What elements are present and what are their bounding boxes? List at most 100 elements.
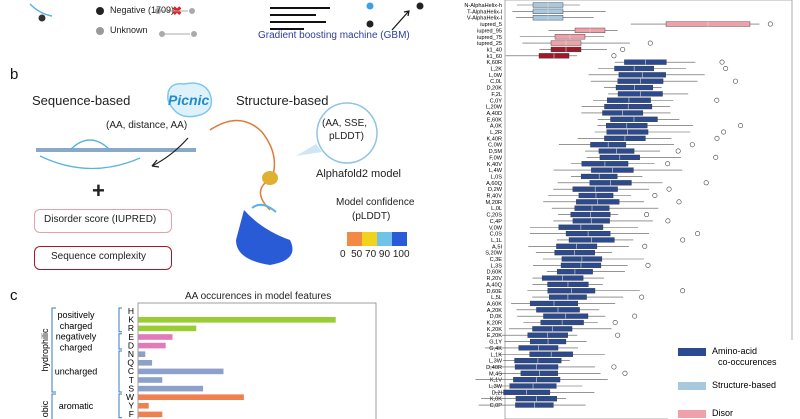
tick-label: H <box>128 306 134 316</box>
outlier <box>644 212 650 218</box>
plus-sign: + <box>92 178 105 203</box>
node-dot <box>191 31 197 37</box>
tick-label: Q <box>127 358 134 368</box>
tick-label: L,0W <box>489 73 503 79</box>
logo-text: Picnic <box>168 92 210 108</box>
complexity-box-label: Sequence complexity <box>51 251 147 262</box>
outlier <box>615 332 621 338</box>
tick-label: A,20K <box>487 308 503 314</box>
outlier <box>611 53 617 59</box>
tick-label: D,2W <box>488 187 503 193</box>
outlier <box>632 313 638 319</box>
group-label: positively <box>57 310 95 320</box>
tick-label: iupred_75 <box>477 35 502 41</box>
outer-bracket <box>51 393 56 419</box>
legend-label: Amino-acid <box>712 346 757 356</box>
tick-label: R,20V <box>486 276 502 282</box>
outlier <box>639 294 645 300</box>
outlier <box>676 199 682 205</box>
aa-occurrence-chart: HKREDNQCTSWYFPpositivelychargednegativel… <box>40 302 377 419</box>
colorbar-segment <box>347 232 362 246</box>
confidence-title-2: (pLDDT) <box>352 211 391 222</box>
tick-label: iupred_25 <box>477 41 502 47</box>
outlier <box>666 186 672 192</box>
negative-dot <box>96 7 104 15</box>
legend-unknown: Unknown <box>110 25 148 35</box>
tick-label: L,2K <box>490 67 502 73</box>
legend-label: Disor <box>712 408 733 418</box>
tick-label: A,40Q <box>486 282 503 288</box>
picnic-logo-graphic <box>167 82 213 118</box>
outlier <box>680 288 686 294</box>
tick-label: iupred_95 <box>477 28 502 34</box>
legend-swatch <box>678 348 706 356</box>
tick-label: C,0W <box>488 143 503 149</box>
feature-bubble <box>316 102 378 164</box>
unknown-dot <box>96 27 104 35</box>
tick-label: L,0L <box>491 206 502 212</box>
tick-label: G,4K <box>489 346 502 352</box>
tick-label: G,1Y <box>489 340 502 346</box>
tick-label: P <box>128 418 134 419</box>
legend-swatch <box>678 410 706 418</box>
outlier <box>719 59 725 65</box>
colorbar-segment <box>392 232 407 246</box>
bar <box>138 394 244 400</box>
structure-title: Structure-based <box>236 93 329 108</box>
tick-label: R,40V <box>486 194 502 200</box>
tick-label: S <box>128 383 134 393</box>
outlier <box>714 97 720 103</box>
tick-label: T-AlphaHelix-l <box>467 9 502 15</box>
bar <box>138 368 224 375</box>
outer-bracket <box>51 307 56 393</box>
feature-importance-boxplot: N-AlphaHelix-hT-AlphaHelix-lV-AlphaHelix… <box>464 0 800 419</box>
outer-label-hydrophobic: obic <box>40 400 50 417</box>
panel-b: b Sequence-based Structure-based Picnic … <box>0 60 440 285</box>
tick-label: V-AlphaHelix-l <box>467 16 502 22</box>
panel-a-graphics: ✖ <box>29 2 424 37</box>
tick-label: D,0K <box>490 314 503 320</box>
tick-label: C,0P <box>490 403 503 409</box>
tick-label: S,20W <box>485 251 503 257</box>
tick-label: C,4P <box>490 219 503 225</box>
panel-a-fragment: ✖ Negative (1709) Unknown Gradient boost… <box>0 0 440 60</box>
group-label: charged <box>60 321 93 331</box>
bar <box>138 385 204 392</box>
bar <box>138 317 336 323</box>
panel-b-label: b <box>10 66 19 83</box>
tick-label: L,1K <box>490 352 502 358</box>
picnic-logo: Picnic <box>160 78 218 122</box>
group-label: charged <box>60 342 93 352</box>
gbm-node-dot <box>366 2 374 10</box>
tick-label: k1_40 <box>487 47 502 53</box>
tick-label: R <box>128 323 134 333</box>
chart-title: AA occurences in model features <box>185 291 332 302</box>
tick-label: N-AlphaHelix-h <box>464 3 502 9</box>
outlier <box>713 154 719 160</box>
tick-label: k1_60 <box>487 54 502 60</box>
tick-label: C,0Y <box>490 98 503 104</box>
node-dot <box>38 14 46 22</box>
arrow-stub <box>29 3 53 17</box>
group-label: aromatic <box>59 401 94 411</box>
tick-label: A,5I <box>492 244 502 250</box>
gbm-node-dot <box>416 2 424 10</box>
outlier <box>703 180 709 186</box>
tick-label: L,1L <box>491 238 502 244</box>
node-dot <box>159 31 165 37</box>
outlier <box>714 135 720 141</box>
outlier <box>647 40 653 46</box>
sequence-title: Sequence-based <box>32 93 131 108</box>
node-dot <box>189 8 195 14</box>
tick-label: C,20S <box>486 213 502 219</box>
tick-label: C,0L <box>490 79 502 85</box>
tick-label: L,2R <box>490 130 502 136</box>
tick-label: A,40D <box>486 111 502 117</box>
legend-label: Structure-based <box>712 380 776 390</box>
tick-label: A,60Q <box>486 181 503 187</box>
outlier <box>675 148 681 154</box>
bar <box>138 351 146 357</box>
group-bracket <box>118 350 122 393</box>
tick-label: K,20K <box>487 327 503 333</box>
